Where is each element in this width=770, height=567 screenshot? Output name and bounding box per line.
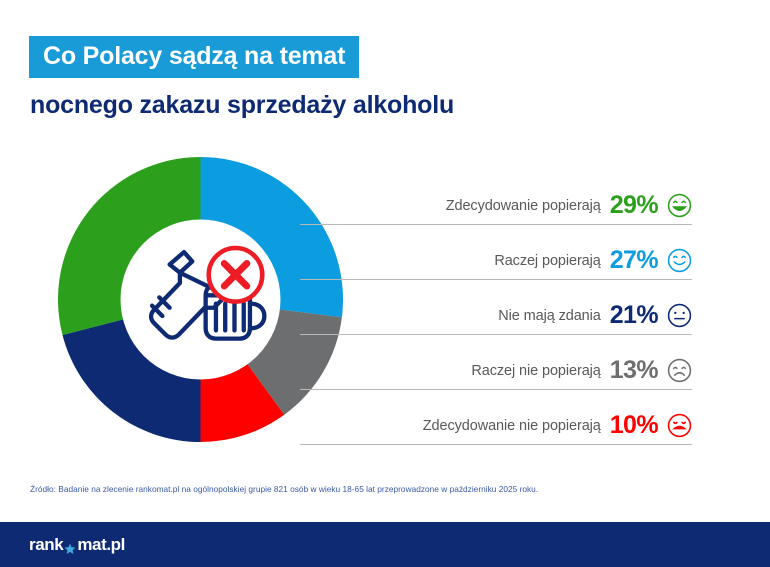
legend-row-0: Zdecydowanie popierają 29%: [300, 170, 692, 225]
legend-percent-1: 27%: [609, 246, 659, 274]
legend-label-0: Zdecydowanie popierają: [445, 197, 601, 214]
logo-text-part1: rank: [29, 535, 64, 554]
legend-divider-0: [300, 224, 692, 225]
smiling-face-icon: [667, 248, 692, 273]
legend-row-4: Zdecydowanie nie popierają 10%: [300, 390, 692, 445]
legend-label-1: Raczej popierają: [494, 252, 601, 269]
legend-divider-4: [300, 444, 692, 445]
legend-percent-3: 13%: [609, 356, 659, 384]
donut-chart-svg: [58, 157, 343, 442]
legend-percent-4: 10%: [609, 411, 659, 439]
legend-divider-2: [300, 334, 692, 335]
header: Co Polacy sądzą na temat nocnego zakazu …: [29, 36, 454, 119]
neutral-face-icon: [667, 303, 692, 328]
logo-star-icon: [64, 540, 76, 554]
legend-row-1: Raczej popierają 27%: [300, 225, 692, 280]
legend-label-4: Zdecydowanie nie popierają: [422, 417, 601, 434]
legend-row-3: Raczej nie popierają 13%: [300, 335, 692, 390]
legend-list: Zdecydowanie popierają 29% Raczej popier…: [300, 170, 692, 445]
donut-chart: [58, 157, 343, 442]
legend-divider-3: [300, 389, 692, 390]
alcohol-prohibited-icon: [148, 245, 267, 341]
distressed-face-icon: [667, 413, 692, 438]
frowning-face-icon: [667, 358, 692, 383]
donut-hole: [120, 219, 281, 380]
legend-label-3: Raczej nie popierają: [471, 362, 601, 379]
ban-x-icon: [220, 260, 251, 290]
legend-divider-1: [300, 279, 692, 280]
legend-percent-0: 29%: [609, 191, 659, 219]
rankomat-logo[interactable]: rank mat.pl: [29, 535, 125, 555]
page-title-highlight: Co Polacy sądzą na temat: [29, 36, 360, 79]
source-note: Źródło: Badanie na zlecenie rankomat.pl …: [30, 484, 539, 494]
footer-bar: rank mat.pl: [0, 522, 770, 567]
logo-text-part2: mat.pl: [77, 535, 125, 554]
legend-row-2: Nie mają zdania 21%: [300, 280, 692, 335]
legend-percent-2: 21%: [609, 301, 659, 329]
legend-label-2: Nie mają zdania: [498, 307, 601, 324]
grinning-face-icon: [667, 193, 692, 218]
page-title-subline: nocnego zakazu sprzedaży alkoholu: [30, 91, 455, 120]
